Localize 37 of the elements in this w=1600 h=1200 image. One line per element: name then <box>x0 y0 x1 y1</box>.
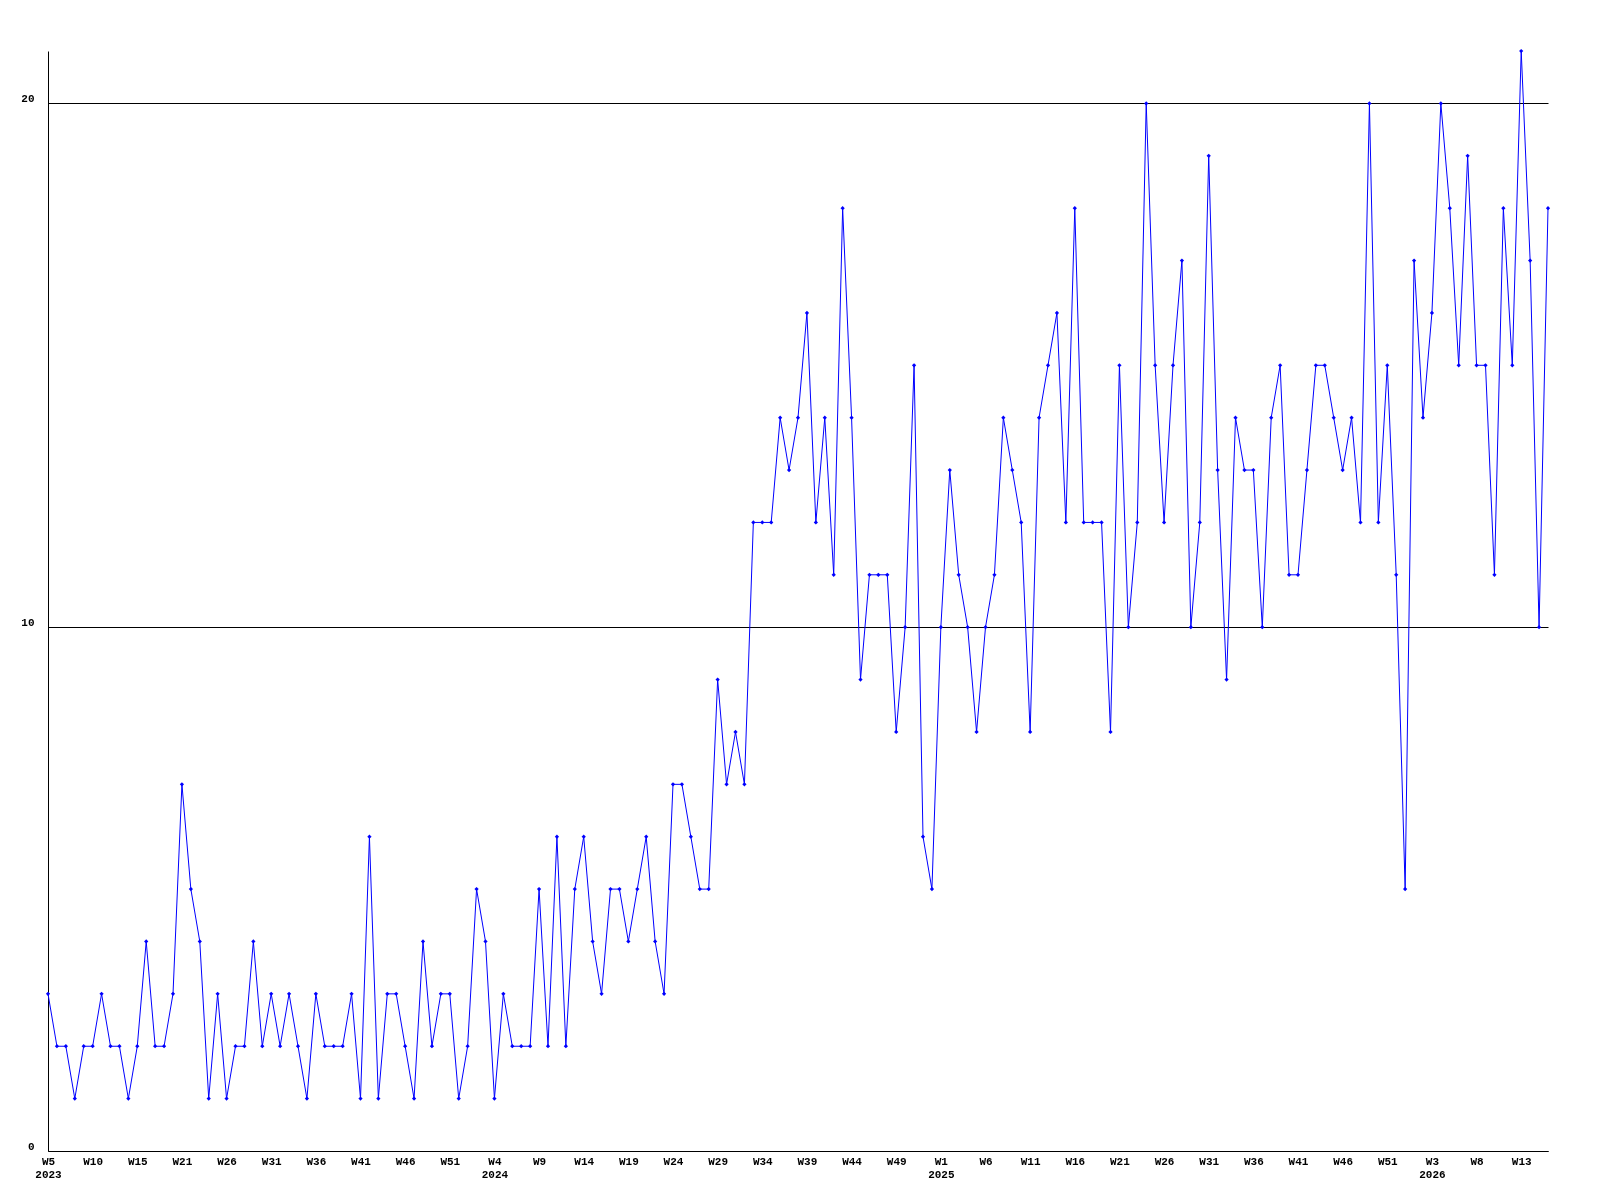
x-tick-label: W46 <box>1333 1155 1354 1168</box>
x-tick-label: W41 <box>351 1155 372 1168</box>
x-tick-label: W4 2024 <box>481 1155 509 1181</box>
x-tick-label: W24 <box>663 1155 684 1168</box>
y-tick-label: 20 <box>21 92 35 105</box>
x-tick-label: W39 <box>797 1155 818 1168</box>
x-tick-label: W3 2026 <box>1419 1155 1446 1181</box>
x-tick-label: W21 <box>1110 1155 1131 1168</box>
x-tick-label: W36 <box>306 1155 327 1168</box>
x-tick-label: W1 2025 <box>928 1155 955 1181</box>
x-tick-label: W15 <box>127 1155 149 1168</box>
x-tick-label: W8 <box>1470 1155 1485 1168</box>
x-tick-label: W51 <box>1377 1155 1399 1168</box>
x-tick-label: W46 <box>395 1155 416 1168</box>
x-tick-label: W29 <box>708 1155 729 1168</box>
y-tick-label: 10 <box>21 616 35 629</box>
x-tick-label: W44 <box>842 1155 863 1168</box>
x-tick-label: W31 <box>1199 1155 1220 1168</box>
x-tick-label: W26 <box>217 1155 237 1168</box>
x-tick-label: W14 <box>574 1155 595 1168</box>
y-tick-label: 0 <box>27 1140 35 1153</box>
x-tick-label: W36 <box>1243 1155 1264 1168</box>
x-tick-label: W13 <box>1511 1155 1533 1168</box>
x-tick-label: W49 <box>886 1155 907 1168</box>
x-tick-label: W9 <box>532 1155 547 1168</box>
x-tick-label: W41 <box>1288 1155 1309 1168</box>
x-tick-label: W11 <box>1020 1155 1041 1168</box>
x-tick-label: W34 <box>752 1155 774 1168</box>
x-tick-label: W19 <box>618 1155 639 1168</box>
x-tick-label: W51 <box>440 1155 461 1168</box>
x-tick-label: W26 <box>1154 1155 1175 1168</box>
x-tick-label: W31 <box>261 1155 283 1168</box>
x-tick-label: W21 <box>172 1155 193 1168</box>
x-tick-label: W5 2023 <box>35 1155 63 1181</box>
x-tick-label: W10 <box>83 1155 104 1168</box>
x-tick-label: W6 <box>979 1155 993 1168</box>
x-tick-label: W16 <box>1065 1155 1086 1168</box>
